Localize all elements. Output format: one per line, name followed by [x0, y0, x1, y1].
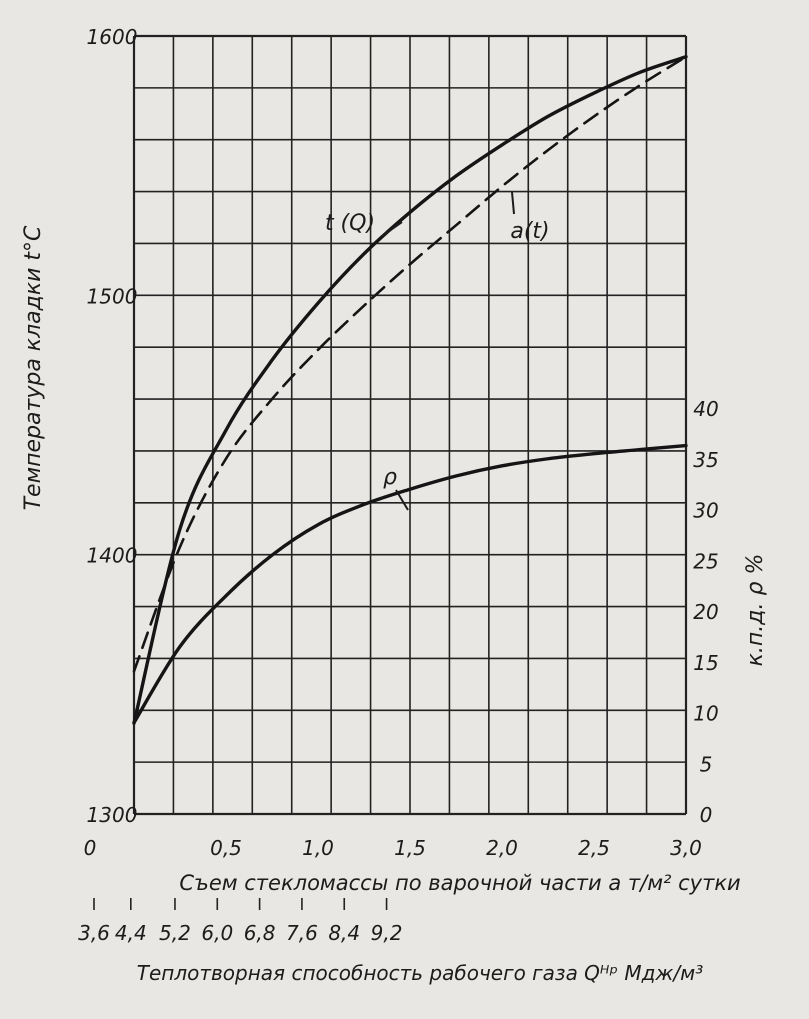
y-right-tick-label: 5 [700, 752, 713, 776]
secondary-tick-label: 3,6 [78, 921, 110, 945]
curve-annotations: t (Q) a(t) ρ [325, 191, 550, 511]
x-axis-title: Съем стекломассы по варочной части a т/м… [179, 871, 740, 895]
annotation-a-t-leader [511, 191, 515, 215]
y-left-axis-title: Температура кладки t°C [21, 225, 46, 510]
y-left-tick-label: 1300 [87, 803, 138, 827]
y-right-tick-label: 15 [693, 651, 718, 675]
y-left-tick-label: 1500 [87, 284, 138, 308]
annotation-a-t: a(t) [510, 219, 549, 244]
chart-grid [132, 34, 688, 816]
y-right-tick-label: 25 [693, 549, 718, 573]
y-right-tick-label: 0 [700, 803, 713, 827]
y-right-tick-label: 10 [693, 702, 718, 726]
x-tick-label: 3,0 [670, 836, 702, 860]
annotation-rho-leader [395, 489, 409, 511]
secondary-tick-label: 8,4 [328, 921, 360, 945]
y-right-tick-label: 40 [693, 397, 718, 421]
y-right-tick-label: 20 [693, 600, 718, 624]
annotation-t-q-leader [381, 221, 403, 237]
x-tick-label: 2,0 [486, 836, 518, 860]
series-2-line [132, 443, 688, 725]
secondary-tick-label: 9,2 [371, 921, 403, 945]
secondary-tick-label: 6,8 [244, 921, 276, 945]
secondary-axis-title: Теплотворная способность рабочего газа Q… [137, 961, 704, 985]
y-right-tick-label: 30 [693, 499, 718, 523]
annotation-t-q: t (Q) [325, 211, 375, 236]
secondary-tick-label: 6,0 [201, 921, 233, 945]
series-1-line [132, 55, 688, 673]
secondary-tick-label: 5,2 [159, 921, 191, 945]
x-tick-label: 1,0 [302, 836, 334, 860]
y-right-axis-title: к.п.д. ρ % [743, 554, 768, 667]
tick-labels: 1300 1400 1500 1600 0 5 10 15 20 25 30 35 40 0 0,5 1,0 1… [78, 25, 719, 945]
series-0-line [132, 55, 688, 725]
y-left-tick-label: 1400 [87, 544, 138, 568]
chart-curves [132, 55, 688, 725]
y-right-tick-label: 35 [693, 448, 718, 472]
secondary-tick-label: 4,4 [115, 921, 147, 945]
annotation-rho: ρ [383, 465, 397, 490]
y-left-tick-label: 1600 [87, 25, 138, 49]
x-tick-label: 0,5 [210, 836, 242, 860]
x-tick-label: 0 [84, 836, 97, 860]
secondary-tick-label: 7,6 [286, 921, 318, 945]
x-tick-label: 2,5 [578, 836, 610, 860]
x-tick-label: 1,5 [394, 836, 426, 860]
